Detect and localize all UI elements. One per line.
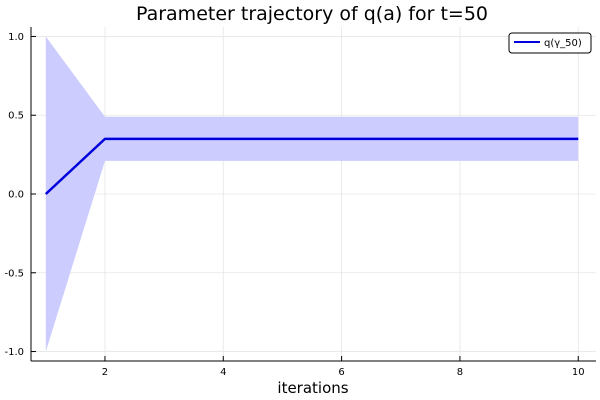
series-line <box>44 137 579 195</box>
y-tick-label: 1.0 <box>8 32 24 43</box>
x-tick-label: 10 <box>572 367 585 378</box>
y-tick-label: -1.0 <box>4 347 24 358</box>
chart-title: Parameter trajectory of q(a) for t=50 <box>136 3 488 25</box>
x-tick-label: 8 <box>457 367 463 378</box>
legend-box <box>508 32 592 54</box>
x-tick-label: 6 <box>338 367 344 378</box>
x-tick-label: 2 <box>102 367 108 378</box>
y-tick-label: 0.5 <box>8 111 24 122</box>
x-tick-label: 4 <box>220 367 226 378</box>
legend: q(γ_50) <box>508 32 592 54</box>
y-tick-label: 0.0 <box>8 190 24 201</box>
series-lines <box>44 137 579 195</box>
y-tick-label: -0.5 <box>4 268 24 279</box>
tick-labels: 2 4 6 8 10 -1.0 -0.5 0.0 0.5 1.0 <box>4 32 584 378</box>
axes <box>30 27 596 362</box>
legend-label-q-gamma-50: q(γ_50) <box>544 38 582 49</box>
x-axis-label: iterations <box>277 379 348 397</box>
grid <box>31 27 596 361</box>
